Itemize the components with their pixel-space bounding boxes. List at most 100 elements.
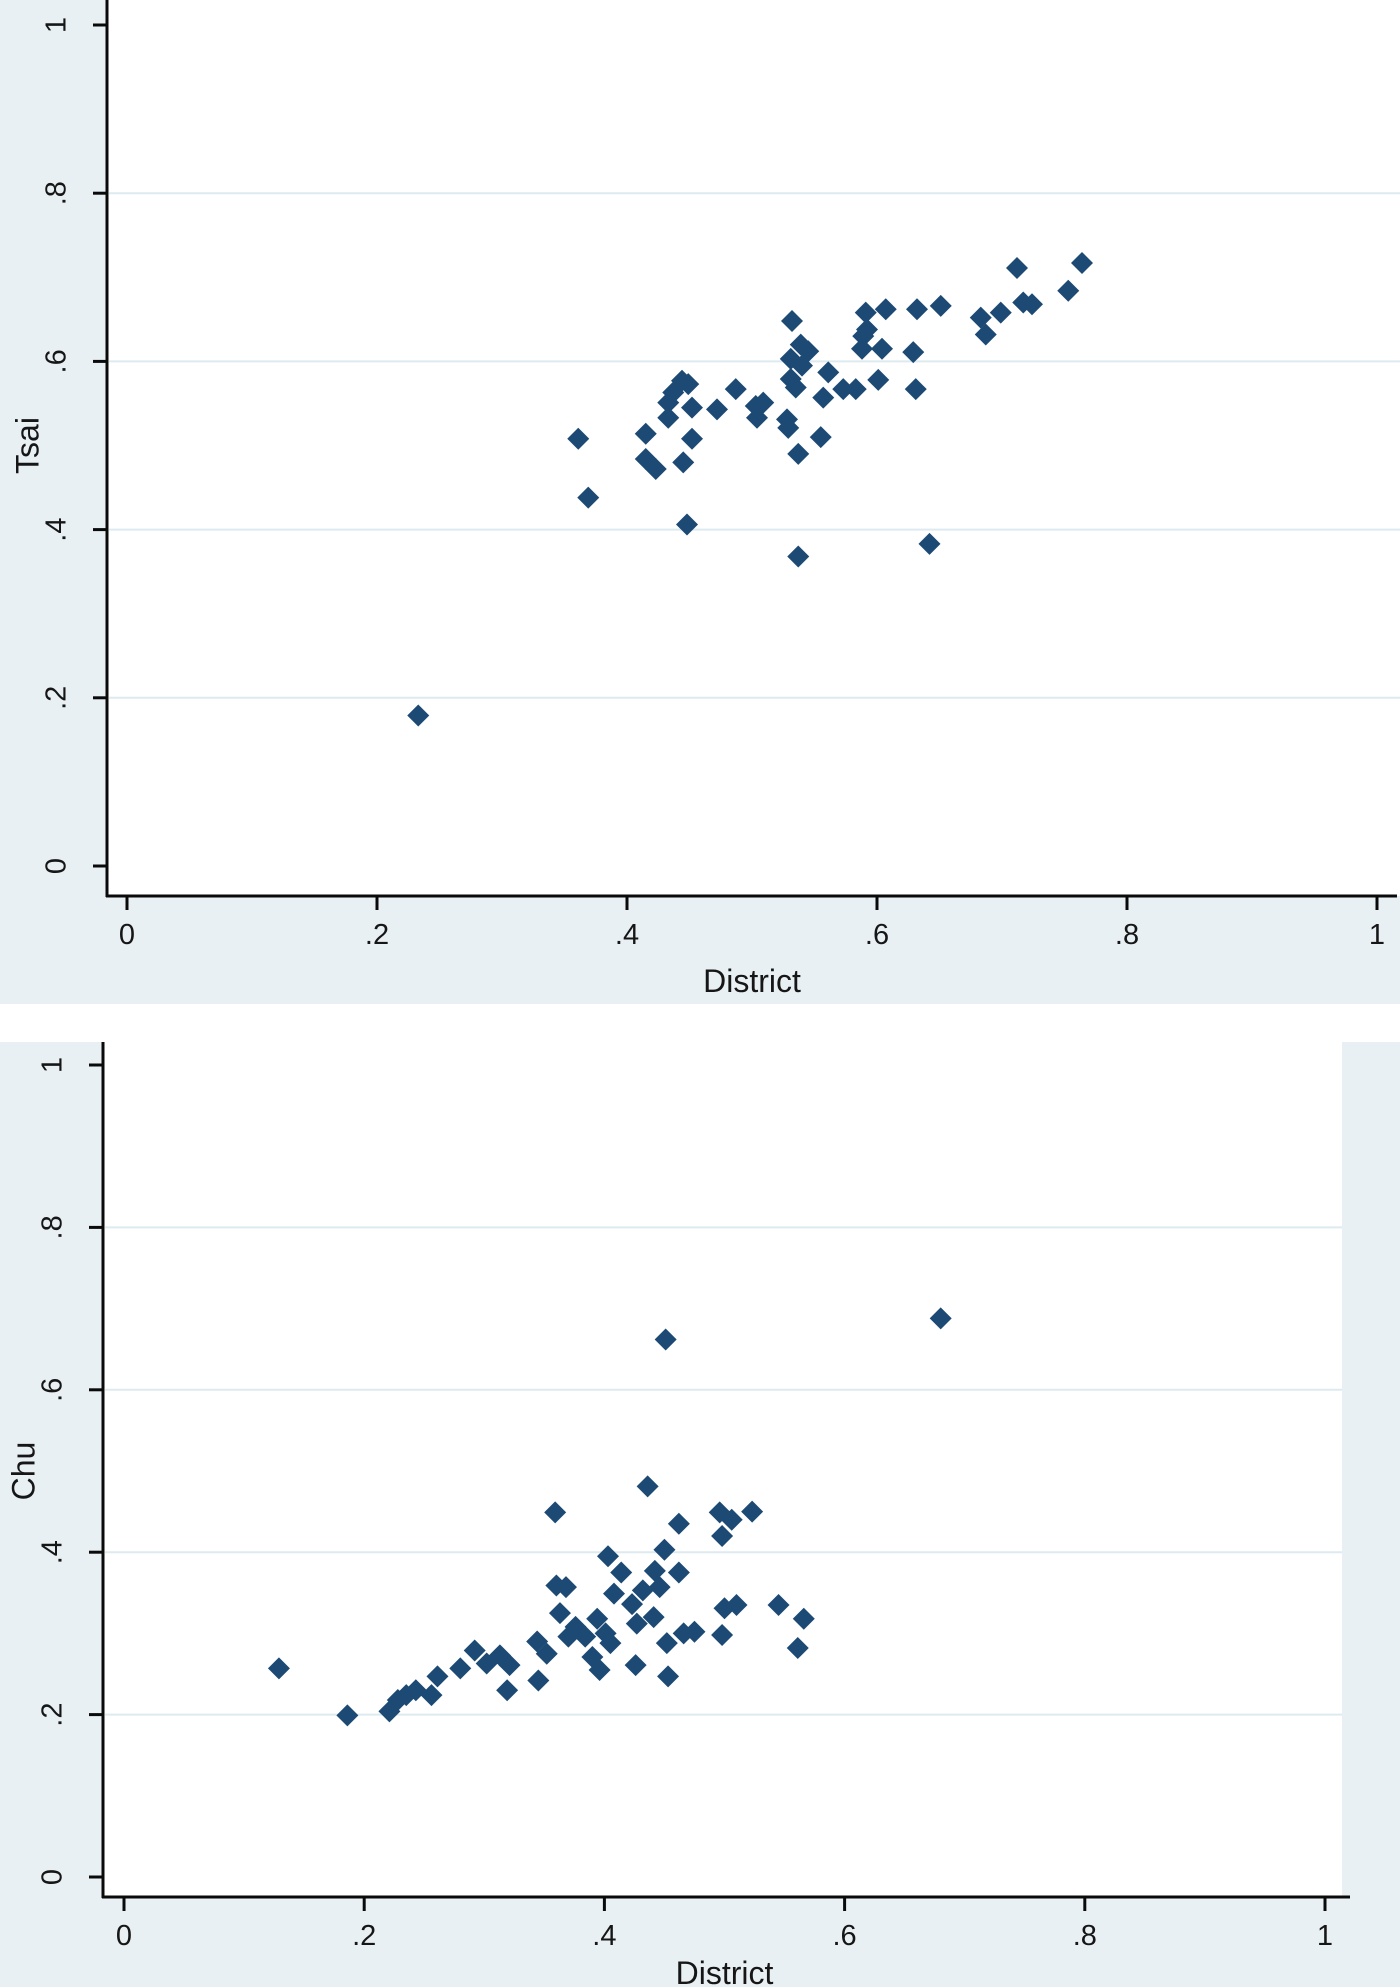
scatter-point — [634, 422, 657, 445]
scatter-point — [588, 1658, 611, 1681]
x-axis-title: District — [703, 963, 801, 999]
scatter-point — [648, 1576, 671, 1599]
scatter-point — [1006, 257, 1028, 280]
scatter-point — [426, 1665, 449, 1688]
scatter-point — [792, 1607, 815, 1630]
x-tick-label: .6 — [865, 919, 889, 951]
scatter-point — [407, 704, 430, 727]
scatter-point — [420, 1684, 443, 1707]
scatter-point — [906, 298, 928, 321]
scatter-point — [567, 427, 590, 450]
x-tick-label: .8 — [1073, 1920, 1097, 1952]
scatter-point — [777, 416, 800, 439]
scatter-point — [844, 378, 867, 401]
scatter-point — [672, 451, 695, 474]
scatter-point — [787, 545, 810, 568]
scatter-point — [267, 1657, 290, 1680]
scatter-point — [449, 1657, 472, 1680]
x-tick-label: .2 — [352, 1920, 376, 1952]
scatter-point — [746, 406, 768, 429]
y-tick-label: .8 — [41, 181, 73, 205]
y-axis-title: Tsai — [9, 417, 45, 474]
scatter-point — [1071, 252, 1093, 275]
scatter-point — [586, 1607, 609, 1630]
scatter-point — [657, 406, 680, 429]
scatter-point — [564, 1615, 587, 1638]
scatter-point — [662, 381, 685, 404]
scatter-point — [918, 532, 941, 555]
chu-scatterplot-svg: 0 .2 .4 .6 .8 1 0 .2 .4 .6 .8 1 District Chu — [0, 1042, 1400, 1987]
chu-district-chart: 0 .2 .4 .6 .8 1 0 .2 .4 .6 .8 1 District Chu — [0, 1042, 1400, 1987]
x-tick-label: .8 — [1115, 919, 1139, 951]
scatter-point — [544, 1501, 567, 1524]
x-tick-label: 0 — [119, 919, 135, 951]
scatter-point — [809, 426, 832, 449]
scatter-point — [577, 486, 600, 509]
scatter-point — [667, 1512, 690, 1535]
plot-area — [103, 1042, 1342, 1897]
scatter-point — [667, 1561, 690, 1584]
scatter-point — [706, 398, 728, 421]
scatter-point — [904, 378, 927, 401]
scatter-point — [1021, 293, 1043, 316]
plot-area — [107, 0, 1400, 896]
scatter-point — [781, 310, 803, 333]
scatter-point — [854, 301, 877, 324]
scatter-point — [548, 1602, 571, 1625]
x-tick-label: 0 — [116, 1920, 132, 1952]
scatter-point — [644, 458, 667, 481]
scatter-point — [929, 294, 952, 317]
scatter-point — [683, 1620, 706, 1643]
y-tick-label: .8 — [37, 1215, 69, 1239]
x-tick-label: .2 — [365, 919, 389, 951]
scatter-point — [852, 325, 875, 348]
scatter-point — [624, 1654, 647, 1677]
scatter-point — [621, 1593, 644, 1616]
scatter-point — [902, 341, 925, 364]
scatter-point — [725, 1593, 748, 1616]
scatter-point — [784, 376, 807, 399]
y-tick-label: 1 — [37, 1057, 69, 1073]
scatter-point — [969, 306, 992, 329]
scatter-point — [574, 1625, 597, 1648]
scatter-point — [832, 378, 855, 401]
x-tick-label: 1 — [1369, 919, 1385, 951]
scatter-point — [791, 354, 813, 377]
y-tick-label: .2 — [41, 686, 73, 710]
scatter-point — [681, 427, 703, 450]
scatter-point — [535, 1642, 558, 1665]
scatter-point — [655, 1632, 678, 1655]
scatter-point — [643, 1559, 666, 1582]
y-tick-label: .2 — [37, 1703, 69, 1727]
scatter-point — [557, 1625, 580, 1648]
scatter-point — [554, 1576, 577, 1599]
scatter-point — [1057, 279, 1080, 302]
scatter-point — [724, 378, 747, 401]
scatter-point — [681, 396, 703, 419]
scatter-point — [336, 1704, 359, 1727]
scatter-point — [631, 1579, 654, 1602]
scatter-point — [625, 1612, 648, 1635]
scatter-point — [786, 1637, 809, 1660]
scatter-point — [787, 442, 810, 465]
scatter-point — [597, 1545, 620, 1568]
scatter-point — [871, 337, 893, 360]
x-axis-title: District — [676, 1955, 774, 1987]
tsai-scatterplot-svg: 0 .2 .4 .6 .8 1 0 .2 .4 .6 .8 1 District Tsai — [0, 0, 1400, 1004]
scatter-point — [653, 1538, 676, 1561]
y-tick-label: .4 — [41, 518, 73, 542]
scatter-point — [496, 1679, 519, 1702]
x-tick-label: .4 — [615, 919, 639, 951]
scatter-point — [851, 337, 873, 360]
scatter-point — [711, 1624, 734, 1647]
scatter-point — [677, 373, 700, 396]
y-tick-label: 1 — [41, 17, 73, 33]
scatter-point — [874, 298, 897, 321]
scatter-point — [654, 1328, 677, 1351]
y-tick-label: 0 — [41, 858, 73, 874]
x-tick-label: .6 — [833, 1920, 857, 1952]
y-tick-label: 0 — [37, 1869, 69, 1885]
scatter-point — [867, 368, 890, 391]
y-tick-label: .4 — [37, 1540, 69, 1564]
scatter-point — [498, 1654, 521, 1677]
